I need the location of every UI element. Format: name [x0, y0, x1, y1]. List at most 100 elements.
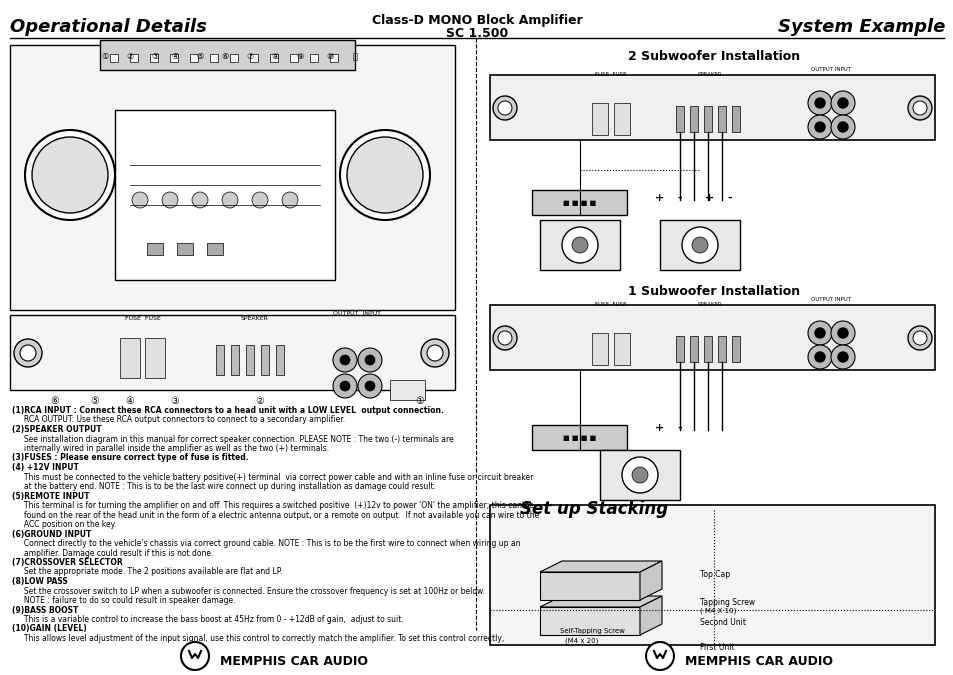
Bar [614, 333, 629, 365]
Circle shape [912, 101, 926, 115]
Bar [10, 45, 455, 310]
Bar [10, 315, 455, 390]
Text: ⑦: ⑦ [246, 52, 253, 61]
Bar [147, 243, 163, 255]
Bar [170, 54, 178, 62]
Bar [390, 380, 424, 400]
Circle shape [357, 374, 381, 398]
Text: MEMPHIS CAR AUDIO: MEMPHIS CAR AUDIO [684, 655, 832, 668]
Bar [120, 338, 140, 378]
Text: (2)SPEAKER OUTPUT: (2)SPEAKER OUTPUT [12, 425, 102, 434]
Text: 1 Subwoofer Installation: 1 Subwoofer Installation [627, 285, 800, 298]
Bar [270, 54, 277, 62]
Circle shape [32, 137, 108, 213]
Text: Set up Stacking: Set up Stacking [519, 500, 667, 518]
Text: (M4 x 20): (M4 x 20) [564, 637, 598, 643]
Circle shape [339, 381, 350, 391]
Circle shape [621, 457, 658, 493]
Bar [230, 54, 237, 62]
Text: (9)BASS BOOST: (9)BASS BOOST [12, 605, 78, 614]
Bar [250, 54, 257, 62]
Circle shape [807, 91, 831, 115]
Bar [290, 54, 297, 62]
Bar [659, 220, 740, 270]
Bar [177, 243, 193, 255]
Text: ①: ① [101, 52, 109, 61]
Text: This must be connected to the vehicle battery positive(+) terminal  via correct : This must be connected to the vehicle ba… [12, 472, 533, 481]
Bar [539, 220, 619, 270]
Text: SPEAKER: SPEAKER [697, 302, 721, 307]
Text: Operational Details: Operational Details [10, 18, 207, 36]
Circle shape [631, 467, 647, 483]
Text: ③: ③ [152, 52, 158, 61]
Circle shape [907, 96, 931, 120]
Text: (8)LOW PASS: (8)LOW PASS [12, 577, 68, 586]
Bar [310, 54, 317, 62]
Bar [532, 190, 626, 215]
Bar [592, 333, 607, 365]
Text: +: + [655, 423, 664, 433]
Circle shape [162, 192, 178, 208]
Text: -: - [677, 423, 681, 433]
Circle shape [181, 642, 209, 670]
Text: (4) +12V INPUT: (4) +12V INPUT [12, 463, 79, 472]
Text: FUSE  FUSE: FUSE FUSE [125, 316, 161, 321]
Polygon shape [639, 561, 661, 600]
Circle shape [192, 192, 208, 208]
Bar [490, 305, 934, 370]
Circle shape [333, 348, 356, 372]
Circle shape [907, 326, 931, 350]
Text: ⑨: ⑨ [296, 52, 303, 61]
Text: internally wired in parallel inside the amplifier as well as the two (+) termina: internally wired in parallel inside the … [12, 444, 329, 453]
Bar [330, 54, 337, 62]
Polygon shape [539, 572, 639, 600]
Circle shape [561, 227, 598, 263]
Text: Top Cap: Top Cap [700, 570, 729, 579]
Bar [246, 345, 253, 375]
Text: -: - [727, 193, 732, 203]
Bar [676, 336, 683, 362]
Bar [100, 40, 355, 70]
Bar [207, 243, 223, 255]
Text: ■ ■ ■ ■: ■ ■ ■ ■ [563, 200, 596, 206]
Circle shape [645, 642, 673, 670]
Text: NOTE : failure to do so could result in speaker damage.: NOTE : failure to do so could result in … [12, 596, 235, 605]
Bar [110, 54, 118, 62]
Polygon shape [539, 607, 639, 635]
Circle shape [14, 339, 42, 367]
Bar [115, 110, 335, 280]
Circle shape [333, 374, 356, 398]
Text: SC 1.500: SC 1.500 [445, 27, 508, 40]
Text: ⑥: ⑥ [221, 52, 229, 61]
Circle shape [830, 345, 854, 369]
Circle shape [830, 91, 854, 115]
Bar [490, 75, 934, 140]
Text: ④: ④ [126, 396, 134, 406]
Bar [261, 345, 269, 375]
Circle shape [20, 345, 36, 361]
Bar [676, 106, 683, 132]
Text: Self-Tapping Screw: Self-Tapping Screw [559, 628, 624, 634]
Text: First Unit: First Unit [700, 643, 734, 652]
Text: Class-D MONO Block Amplifier: Class-D MONO Block Amplifier [372, 14, 581, 27]
Bar [275, 345, 284, 375]
Circle shape [837, 98, 847, 108]
Text: ⑩: ⑩ [326, 52, 334, 61]
Text: ACC position on the key.: ACC position on the key. [12, 520, 116, 529]
Circle shape [25, 130, 115, 220]
Bar [689, 336, 698, 362]
Text: found on the rear of the head unit in the form of a electric antenna output, or : found on the rear of the head unit in th… [12, 510, 538, 520]
Circle shape [427, 345, 442, 361]
Text: This terminal is for turning the amplifier on and off. This requires a switched : This terminal is for turning the amplifi… [12, 501, 534, 510]
Text: ①: ① [416, 396, 424, 406]
Text: (10)GAIN (LEVEL): (10)GAIN (LEVEL) [12, 624, 87, 634]
Text: ④: ④ [172, 52, 178, 61]
Text: (1)RCA INPUT : Connect these RCA connectors to a head unit with a LOW LEVEL  out: (1)RCA INPUT : Connect these RCA connect… [12, 406, 443, 415]
Text: SPEAKER: SPEAKER [697, 72, 721, 77]
Text: OUTPUT INPUT: OUTPUT INPUT [810, 67, 850, 72]
Text: SPEAKER: SPEAKER [241, 316, 269, 321]
Text: (5)REMOTE INPUT: (5)REMOTE INPUT [12, 491, 90, 500]
Polygon shape [539, 596, 661, 607]
Text: RCA OUTPUT: Use these RCA output connectors to connect to a secondary amplifier.: RCA OUTPUT: Use these RCA output connect… [12, 416, 345, 425]
Circle shape [347, 137, 422, 213]
